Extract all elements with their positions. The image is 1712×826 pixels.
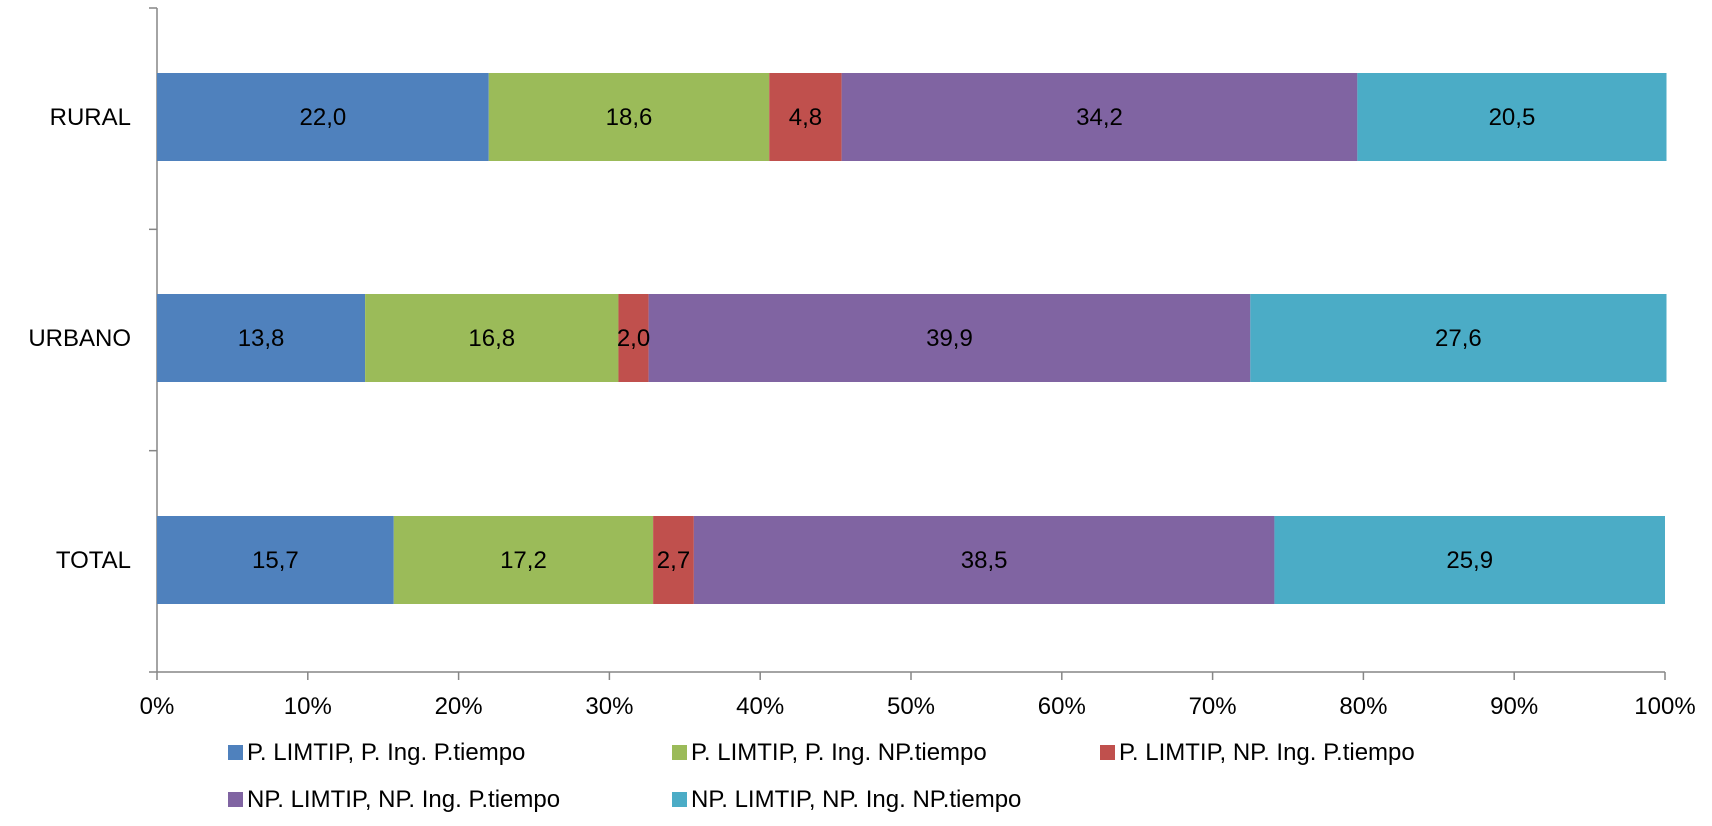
chart-data-labels: 22,0 18,6 4,8 34,2 20,5 13,8 16,8 2,0 39,9 27,6 15… [238,104,1536,574]
bar-total-series-2 [393,516,654,604]
x-tick-label-0: 0% [140,693,175,720]
data-label-total-series-4: 38,5 [961,547,1008,574]
legend-label-1: P. LIMTIP, P. Ing. P.tiempo [247,739,525,766]
bar-total-series-5 [1274,516,1665,604]
bar-rural-series-4 [841,73,1358,161]
data-label-urbano-series-1: 13,8 [238,325,285,352]
legend-label-3: P. LIMTIP, NP. Ing. P.tiempo [1119,739,1415,766]
x-tick-label-20: 20% [435,693,483,720]
legend-item-2: P. LIMTIP, P. Ing. NP.tiempo [672,739,987,766]
bar-urbano-series-1 [157,294,366,382]
legend-label-5: NP. LIMTIP, NP. Ing. NP.tiempo [691,786,1021,813]
data-label-urbano-series-4: 39,9 [926,325,973,352]
data-label-total-series-1: 15,7 [252,547,299,574]
data-label-rural-series-2: 18,6 [606,104,653,131]
x-tick-label-60: 60% [1038,693,1086,720]
bar-rural-series-2 [488,73,770,161]
bar-rural-series-5 [1357,73,1667,161]
category-label-total: TOTAL [56,547,131,574]
chart-legend: P. LIMTIP, P. Ing. P.tiempo P. LIMTIP, P.… [228,739,1415,813]
x-tick-label-100: 100% [1634,693,1695,720]
data-label-rural-series-5: 20,5 [1489,104,1536,131]
bar-urbano-series-5 [1250,294,1667,382]
x-tick-labels: 0% 10% 20% 30% 40% 50% 60% 70% 80% 90% 100% [140,693,1696,720]
legend-label-4: NP. LIMTIP, NP. Ing. P.tiempo [247,786,560,813]
x-tick-label-50: 50% [887,693,935,720]
legend-swatch-1 [228,745,243,760]
legend-swatch-5 [672,792,687,807]
category-label-rural: RURAL [50,104,131,131]
legend-item-1: P. LIMTIP, P. Ing. P.tiempo [228,739,525,766]
data-label-rural-series-4: 34,2 [1076,104,1123,131]
bar-total-series-3 [653,516,694,604]
data-label-total-series-3: 2,7 [657,547,690,574]
legend-swatch-2 [672,745,687,760]
data-label-urbano-series-5: 27,6 [1435,325,1482,352]
data-label-total-series-2: 17,2 [500,547,547,574]
legend-item-4: NP. LIMTIP, NP. Ing. P.tiempo [228,786,560,813]
legend-label-2: P. LIMTIP, P. Ing. NP.tiempo [691,739,987,766]
data-label-rural-series-3: 4,8 [789,104,822,131]
bar-rural-series-3 [769,73,842,161]
x-tick-label-90: 90% [1490,693,1538,720]
chart-bars [157,73,1667,604]
bar-urbano-series-3 [618,294,649,382]
data-label-rural-series-1: 22,0 [300,104,347,131]
data-label-total-series-5: 25,9 [1446,547,1493,574]
bar-urbano-series-4 [648,294,1251,382]
bar-urbano-series-2 [365,294,619,382]
bar-rural-series-1 [157,73,489,161]
legend-swatch-3 [1100,745,1115,760]
data-label-urbano-series-2: 16,8 [468,325,515,352]
bar-total-series-1 [157,516,394,604]
x-tick-label-80: 80% [1339,693,1387,720]
category-label-urbano: URBANO [28,325,131,352]
category-labels: RURAL URBANO TOTAL [28,104,131,574]
data-label-urbano-series-3: 2,0 [617,325,650,352]
legend-item-3: P. LIMTIP, NP. Ing. P.tiempo [1100,739,1415,766]
legend-swatch-4 [228,792,243,807]
x-tick-label-70: 70% [1189,693,1237,720]
legend-item-5: NP. LIMTIP, NP. Ing. NP.tiempo [672,786,1021,813]
x-tick-label-10: 10% [284,693,332,720]
x-tick-label-30: 30% [585,693,633,720]
x-tick-label-40: 40% [736,693,784,720]
bar-total-series-4 [693,516,1275,604]
